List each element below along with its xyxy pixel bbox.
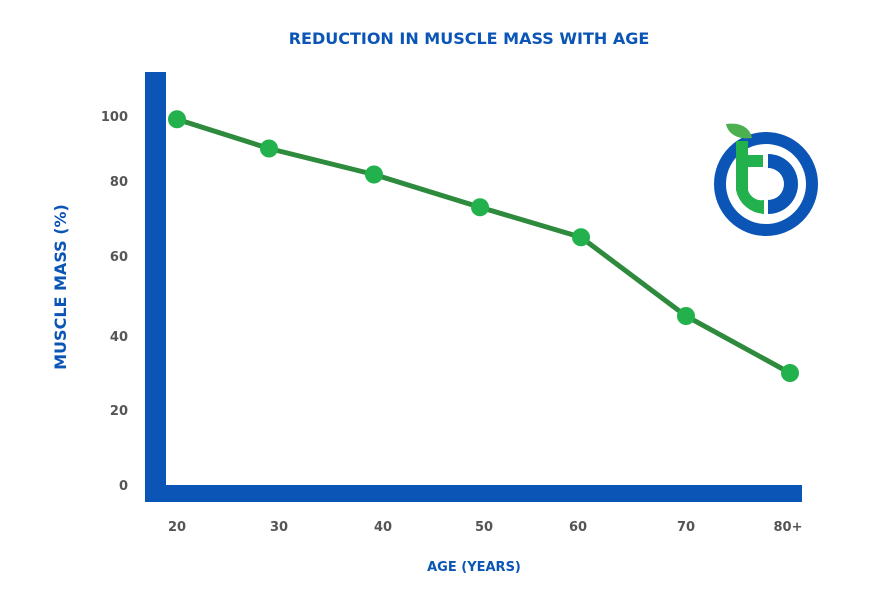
x-tick-label: 40 [374,520,392,535]
y-tick-label: 20 [110,404,128,419]
y-axis-label: MUSCLE MASS (%) [51,204,70,370]
x-axis-label: AGE (YEARS) [427,560,521,575]
data-point-70 [677,307,695,325]
x-tick-label: 30 [270,520,288,535]
y-tick-label: 60 [110,250,128,265]
y-tick-label: 40 [110,330,128,345]
x-tick-label: 70 [677,520,695,535]
x-axis [145,485,802,502]
x-tick-label: 80+ [774,520,803,535]
data-point-30 [260,139,278,158]
data-point-60 [572,228,590,247]
data-point-40 [365,165,383,184]
brand-logo-icon [714,123,818,236]
y-tick-label: 0 [119,479,128,494]
y-tick-label: 80 [110,175,128,190]
x-tick-label: 60 [569,520,587,535]
y-axis [145,72,166,502]
data-point-20 [168,110,186,129]
x-tick-label: 20 [168,520,186,535]
data-point-80+ [781,364,799,382]
data-point-50 [471,198,489,217]
x-tick-label: 50 [475,520,493,535]
chart-title: REDUCTION IN MUSCLE MASS WITH AGE [289,29,650,48]
y-tick-label: 100 [101,110,128,125]
